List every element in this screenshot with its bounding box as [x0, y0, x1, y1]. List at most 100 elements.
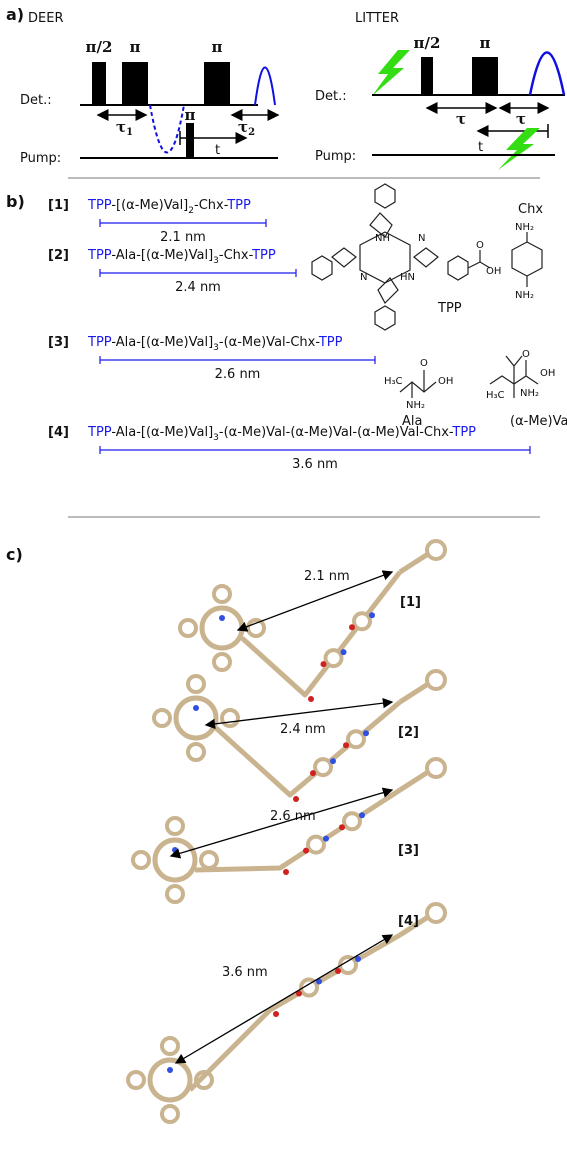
ala-skeleton [400, 370, 436, 398]
atom: O [420, 358, 428, 369]
atom: N [360, 272, 367, 283]
atom: O [476, 240, 484, 251]
phenyl [154, 710, 170, 726]
phenyl [427, 759, 445, 777]
tau: τ [116, 118, 126, 136]
ring [354, 613, 370, 629]
nitrogen [359, 812, 365, 818]
atom: OH [438, 376, 453, 387]
pyrrole [414, 248, 438, 267]
formula-part: -(α-Me)Val-Chx- [219, 335, 320, 350]
ring [326, 650, 342, 666]
panel-label: b) [6, 192, 25, 211]
porphyrin [176, 698, 216, 738]
chx-ring [512, 242, 542, 276]
structure-name: TPP [437, 301, 462, 316]
pulse-label: π [130, 38, 141, 56]
chain [216, 702, 400, 795]
compound-id: [1] [48, 198, 69, 213]
phenyl [128, 1072, 144, 1088]
phenyl [201, 852, 217, 868]
nitrogen [330, 758, 336, 764]
porphyrin [155, 840, 195, 880]
det-label: Det.: [20, 93, 52, 108]
phenyl [188, 676, 204, 692]
deer-scheme: π/2 π π Det.: τ1 τ2 π t Pump: [20, 38, 278, 166]
formula-part: -Ala-[(α-Me)Val] [111, 335, 213, 350]
linker [400, 554, 428, 572]
nitrogen [363, 730, 369, 736]
structure-name: Chx [518, 202, 543, 217]
formula: TPP-Ala-[(α-Me)Val]3-(α-Me)Val-Chx-TPP [87, 335, 343, 353]
atom: NH [375, 233, 390, 244]
pump-label: Pump: [20, 151, 61, 166]
chain [242, 572, 400, 695]
echo [255, 68, 275, 106]
chain [190, 935, 400, 1090]
formula-part: TPP [318, 335, 343, 350]
ring [315, 759, 331, 775]
formula-part: TPP [226, 198, 251, 213]
litter-title: LITTER [355, 11, 399, 26]
nitrogen [341, 649, 347, 655]
phenyl [188, 744, 204, 760]
oxygen [308, 696, 314, 702]
deer-title: DEER [28, 11, 63, 26]
ring [344, 813, 360, 829]
light-flash [498, 128, 540, 170]
ring [348, 731, 364, 747]
distance: 2.4 nm [280, 722, 326, 737]
oxygen [349, 624, 355, 630]
ring [308, 837, 324, 853]
distance: 2.1 nm [304, 569, 350, 584]
phenyl [312, 256, 332, 280]
formula: TPP-Ala-[(α-Me)Val]3-Chx-TPP [87, 248, 276, 266]
formula-part: -Ala-[(α-Me)Val] [111, 248, 213, 263]
formula-part: -Chx- [194, 198, 229, 213]
phenyl [214, 586, 230, 602]
distance: 2.6 nm [215, 367, 261, 382]
phenyl [162, 1106, 178, 1122]
pump-label: Pump: [315, 149, 356, 164]
pulse-label: π [212, 38, 223, 56]
distance-arrow [176, 935, 392, 1063]
litter-scheme: π/2 π Det.: τ τ t Pump: [315, 34, 565, 170]
molecule-model [180, 541, 445, 702]
atom: OH [540, 368, 555, 379]
echo [530, 53, 564, 96]
atom: H₃C [384, 376, 403, 387]
pulse [204, 62, 230, 105]
nitrogen [219, 615, 225, 621]
phenyl [180, 620, 196, 636]
phenyl [167, 818, 183, 834]
pyrrole [332, 248, 356, 267]
distance: 3.6 nm [222, 965, 268, 980]
pulse [421, 57, 433, 95]
pulse-label: π/2 [86, 38, 113, 56]
distance: 2.6 nm [270, 809, 316, 824]
phenyl [427, 541, 445, 559]
pulse-label: π/2 [414, 34, 441, 52]
atom: O [522, 349, 530, 360]
phenyl [427, 671, 445, 689]
nitrogen [193, 705, 199, 711]
phenyl [448, 256, 468, 280]
oxygen [303, 848, 309, 854]
pulse [122, 62, 148, 105]
nitrogen [167, 1067, 173, 1073]
formula-part: -[(α-Me)Val] [111, 198, 188, 213]
figure: a) DEER LITTER π/2 π π Det.: τ1 τ2 π t P… [0, 0, 567, 1161]
porphyrin [150, 1060, 190, 1100]
tau-sub: 1 [126, 127, 133, 138]
atom: H₃C [486, 390, 505, 401]
formula-part: TPP [251, 248, 276, 263]
pump-pulse [186, 123, 194, 158]
atom: NH₂ [520, 388, 539, 399]
nitrogen [369, 612, 375, 618]
pulse [92, 62, 106, 105]
panel-label: a) [6, 5, 24, 24]
det-label: Det.: [315, 89, 347, 104]
formula-part: TPP [451, 425, 476, 440]
distance: 2.1 nm [160, 230, 206, 245]
